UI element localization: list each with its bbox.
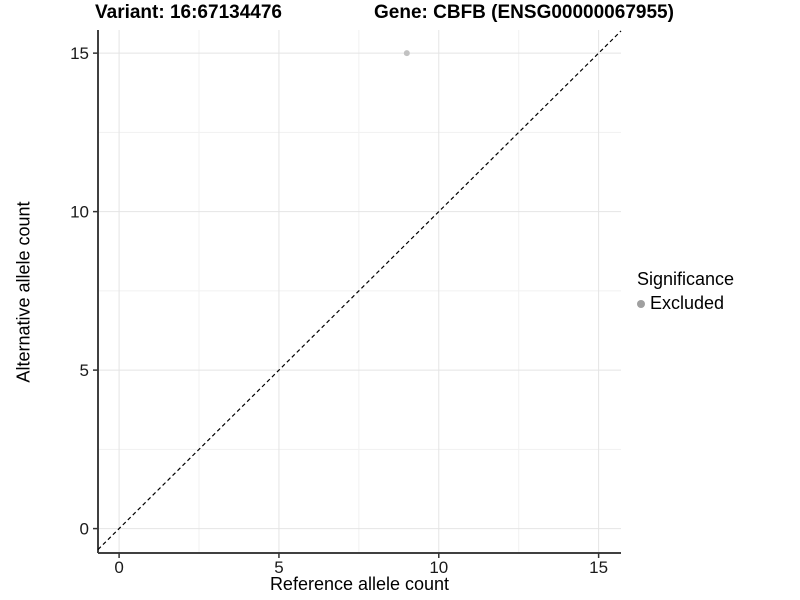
variant-title: Variant: 16:67134476 [95, 2, 282, 23]
identity-line [97, 30, 622, 550]
data-point [403, 50, 410, 57]
gene-title: Gene: CBFB (ENSG00000067955) [374, 2, 674, 23]
legend-point-icon [637, 299, 645, 308]
y-axis-title: Alternative allele count [13, 201, 34, 383]
y-tick-label: 0 [80, 520, 89, 539]
x-tick-label: 0 [114, 558, 123, 577]
legend-item-label: Excluded [650, 293, 725, 313]
legend-title: Significance [637, 269, 735, 289]
y-tick-label: 15 [70, 44, 89, 63]
x-tick-label: 5 [274, 558, 283, 577]
x-tick-label: 15 [589, 558, 608, 577]
x-axis-title: Reference allele count [269, 574, 450, 594]
y-tick-label: 10 [70, 203, 89, 222]
legend: Significance Excluded [637, 269, 734, 314]
x-tick-label: 10 [429, 558, 448, 577]
y-tick-label: 5 [80, 361, 89, 380]
legend-item-excluded: Excluded [637, 293, 734, 314]
